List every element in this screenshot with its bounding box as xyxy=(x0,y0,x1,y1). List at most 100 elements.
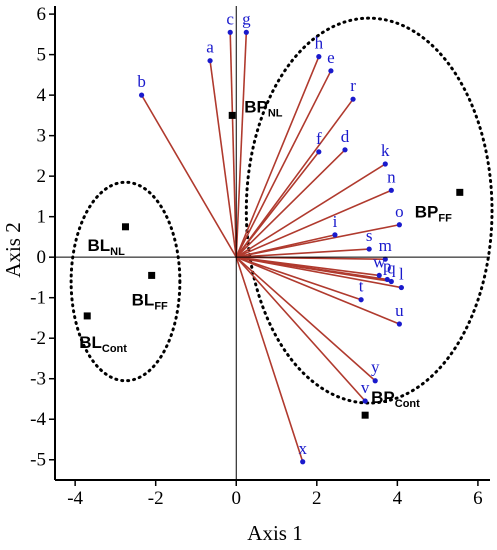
group-point-bl-nl xyxy=(121,223,129,231)
variable-point-q xyxy=(388,278,394,285)
variable-point-n xyxy=(388,187,394,193)
vector-f xyxy=(235,151,320,258)
variable-label-i: i xyxy=(333,212,338,231)
x-tick-label-2: 2 xyxy=(312,488,322,509)
vector-i xyxy=(236,234,336,258)
variable-label-e: e xyxy=(327,48,335,67)
variable-point-c xyxy=(227,29,233,35)
cluster-ellipse-2 xyxy=(244,16,494,405)
group-point-bl-ff xyxy=(148,271,156,279)
y-tick-label-0: 0 xyxy=(37,247,47,268)
y-tick-label-1: 1 xyxy=(37,207,47,228)
vector-d xyxy=(235,149,346,258)
variable-point-s xyxy=(366,246,372,252)
variable-point-g xyxy=(243,29,249,35)
y-tick-label-5: 5 xyxy=(37,45,47,66)
variable-point-l xyxy=(398,284,404,291)
variable-label-k: k xyxy=(381,141,390,160)
variable-point-t xyxy=(358,297,364,303)
vector-x xyxy=(235,256,304,463)
variable-label-h: h xyxy=(315,34,324,53)
y-tick-label--2: -2 xyxy=(30,328,46,349)
x-tick-label-4: 4 xyxy=(393,488,403,509)
group-point-bp-ff xyxy=(456,188,464,196)
x-tick-label--2: -2 xyxy=(148,488,164,509)
variable-point-h xyxy=(316,54,322,60)
vector-s xyxy=(236,248,370,258)
y-tick-label-2: 2 xyxy=(37,166,47,187)
variable-label-b: b xyxy=(137,72,146,91)
variable-label-o: o xyxy=(395,202,404,221)
variable-label-m: m xyxy=(379,236,392,255)
x-tick-label-6: 6 xyxy=(473,488,483,509)
variable-point-x xyxy=(300,459,306,465)
variable-label-a: a xyxy=(206,38,214,57)
vector-t xyxy=(235,256,362,301)
variable-point-v xyxy=(362,398,368,404)
x-axis-title: Axis 1 xyxy=(247,521,302,545)
group-point-bl-cont xyxy=(83,312,91,320)
group-label-bp-cont: BPCont xyxy=(371,388,420,410)
variable-label-f: f xyxy=(316,129,322,148)
variable-label-y: y xyxy=(371,358,380,377)
y-tick-label--4: -4 xyxy=(30,409,46,430)
variable-label-n: n xyxy=(387,167,396,186)
x-tick-label--4: -4 xyxy=(67,488,83,509)
vector-l xyxy=(236,256,402,289)
variable-label-c: c xyxy=(226,9,234,28)
y-tick-label--5: -5 xyxy=(30,450,46,471)
variable-label-r: r xyxy=(350,76,356,95)
vector-e xyxy=(235,70,332,258)
vector-n xyxy=(235,189,392,258)
variable-point-r xyxy=(350,96,356,102)
y-tick-label-4: 4 xyxy=(37,85,47,106)
group-label-bp-ff: BPFF xyxy=(415,202,452,224)
variable-label-x: x xyxy=(298,439,307,458)
variable-point-d xyxy=(342,147,348,153)
cluster-ellipse-1 xyxy=(69,180,182,383)
vector-k xyxy=(235,163,386,258)
axes-layer: -4 -2 0 2 4 6 6 5 4 3 2 1 0 -1 -2 -3 -4 -5 xyxy=(30,4,490,509)
group-label-bl-ff: BLFF xyxy=(132,290,168,312)
vector-v xyxy=(235,256,366,402)
vector-y xyxy=(235,256,376,382)
variable-point-u xyxy=(396,321,402,327)
group-point-bp-nl xyxy=(228,111,236,119)
variable-point-f xyxy=(316,149,322,155)
vector-p xyxy=(236,256,388,281)
y-tick-label--1: -1 xyxy=(30,288,46,309)
y-tick-label-3: 3 xyxy=(37,126,47,147)
variable-point-b xyxy=(138,92,145,98)
variable-label-p: p xyxy=(383,256,392,275)
group-point-bp-cont xyxy=(361,411,369,419)
vector-r xyxy=(235,98,354,258)
variable-label-q: q xyxy=(387,258,396,277)
y-axis-title: Axis 2 xyxy=(1,222,25,277)
variable-label-u: u xyxy=(395,301,404,320)
group-label-bl-nl: BLNL xyxy=(87,236,125,258)
variable-point-p xyxy=(384,276,390,283)
vector-u xyxy=(235,256,400,325)
vector-g xyxy=(235,32,248,258)
x-tick-label-0: 0 xyxy=(232,488,242,509)
variable-label-s: s xyxy=(366,226,373,245)
group-label-bl-cont: BLCont xyxy=(79,333,127,355)
variable-point-e xyxy=(328,68,334,74)
variable-point-a xyxy=(207,58,213,64)
variable-label-g: g xyxy=(242,9,251,28)
variable-label-d: d xyxy=(341,127,350,146)
vector-c xyxy=(229,32,238,258)
variable-label-t: t xyxy=(359,277,364,296)
variable-label-v: v xyxy=(361,378,370,397)
variable-point-o xyxy=(396,222,402,228)
variable-point-m xyxy=(382,256,388,262)
vector-a xyxy=(209,60,238,258)
variable-point-w xyxy=(376,272,382,279)
vectors-layer xyxy=(140,32,402,463)
vector-h xyxy=(235,56,320,258)
variable-point-k xyxy=(382,161,388,167)
variable-label-l: l xyxy=(399,265,404,284)
